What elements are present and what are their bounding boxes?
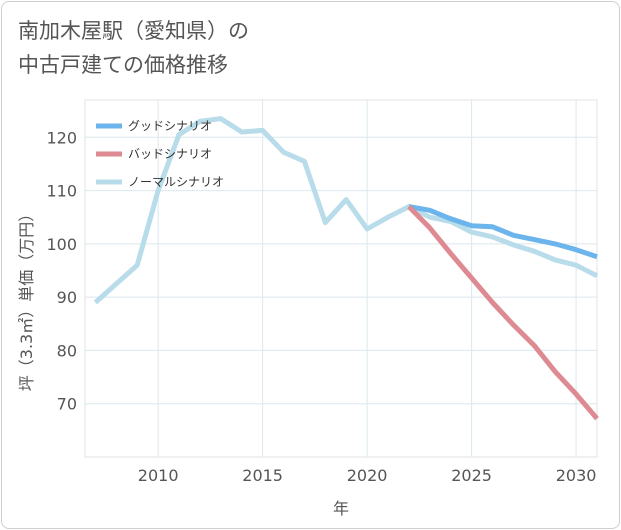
legend-label: バッドシナリオ (128, 147, 212, 161)
y-tick-label: 120 (46, 128, 77, 147)
x-tick-label: 2020 (347, 466, 388, 485)
series-line (408, 204, 598, 260)
x-tick-label: 2025 (451, 466, 492, 485)
title-line-2: 中古戸建ての価格推移 (18, 53, 228, 77)
x-tick-label: 2010 (138, 466, 179, 485)
title-line-1: 南加木屋駅（愛知県）の (18, 19, 249, 43)
series-layer (93, 116, 599, 421)
y-axis-label: 坪（3.3㎡）単価（万円） (17, 206, 36, 391)
x-tick-label: 2030 (556, 466, 597, 485)
y-tick-label: 100 (46, 235, 77, 254)
series-line (407, 204, 599, 421)
x-axis-label: 年 (333, 499, 349, 518)
y-tick-label: 110 (46, 182, 77, 201)
tick-labels: 2010 2015 2020 2025 2030 70 80 90 100 110 120 (46, 128, 596, 485)
legend-label: ノーマルシナリオ (128, 175, 224, 189)
y-tick-label: 90 (57, 288, 77, 307)
y-tick-label: 70 (57, 395, 77, 414)
plot-area (84, 99, 598, 458)
x-tick-label: 2015 (242, 466, 283, 485)
legend-label: グッドシナリオ (128, 119, 212, 133)
chart-title: 南加木屋駅（愛知県）の 中古戸建ての価格推移 (18, 14, 249, 82)
y-tick-label: 80 (57, 341, 77, 360)
series-line (93, 116, 599, 305)
